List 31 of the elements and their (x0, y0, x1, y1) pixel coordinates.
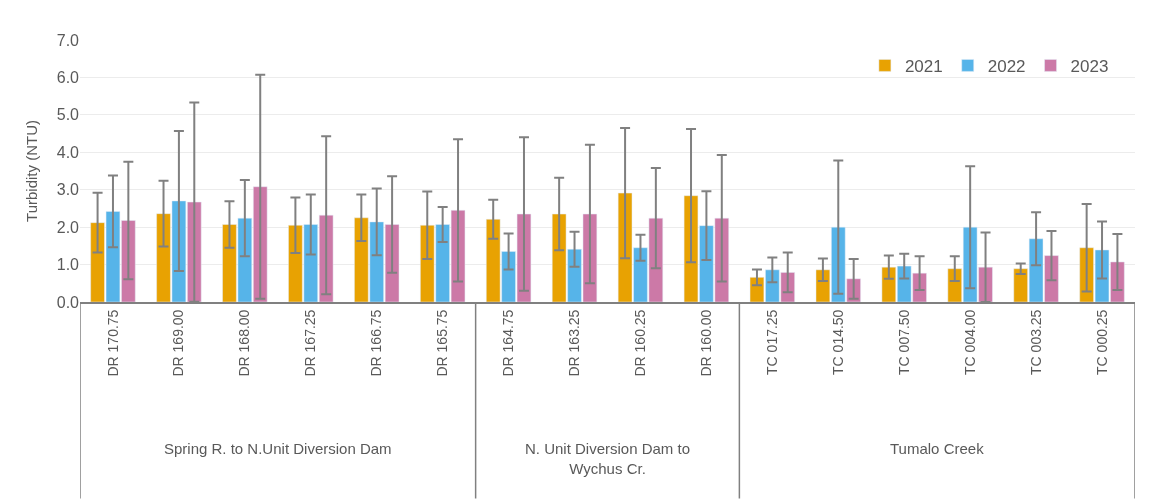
x-tick-label: TC 003.25 (1027, 309, 1044, 375)
legend-label: 2022 (987, 57, 1026, 77)
y-tick-label: 3.0 (56, 181, 80, 199)
x-tick-label: DR 163.25 (566, 309, 583, 377)
text: N. Unit Diversion Dam to Wychus Cr. (525, 440, 691, 477)
y-tick-label: 0.0 (56, 293, 80, 311)
x-tick-label: TC 004.00 (961, 309, 978, 375)
y-tick-label: 1.0 (56, 256, 80, 274)
x-tick-label: DR 166.75 (368, 309, 385, 377)
text: Spring R. to N.Unit Diversion Dam (164, 440, 392, 457)
y-tick-label: 4.0 (56, 143, 80, 161)
x-tick-label: DR 169.00 (170, 309, 187, 377)
x-tick-label: DR 165.75 (434, 309, 451, 377)
x-tick-label: DR 164.75 (500, 309, 517, 377)
y-tick-label: 5.0 (56, 106, 80, 124)
legend-label: 2021 (904, 57, 943, 77)
x-tick-label: DR 160.25 (632, 309, 649, 377)
x-tick-label: DR 170.75 (104, 309, 121, 377)
text: Tumalo Creek (890, 440, 985, 457)
x-tick-label: DR 160.00 (697, 309, 714, 377)
y-tick-label: 7.0 (56, 31, 80, 49)
y-tick-label: 6.0 (56, 69, 80, 87)
y-axis-title: Turbidity (NTU) (23, 120, 40, 222)
x-tick-label: DR 168.00 (236, 309, 253, 377)
x-tick-label: TC 007.50 (895, 309, 912, 375)
x-tick-label: TC 017.25 (763, 309, 780, 375)
x-tick-label: TC 014.50 (829, 309, 846, 375)
x-tick-label: TC 000.25 (1093, 309, 1110, 375)
y-tick-label: 2.0 (56, 218, 80, 236)
legend-label: 2023 (1070, 57, 1109, 77)
x-tick-label: DR 167.25 (302, 309, 319, 377)
